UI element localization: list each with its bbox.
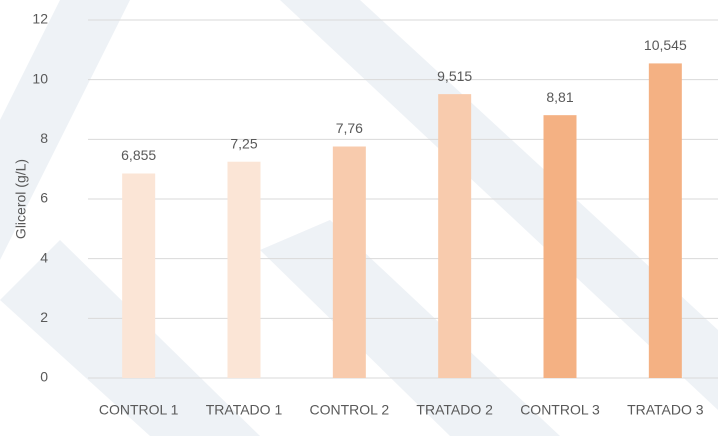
x-tick-label: CONTROL 2 xyxy=(310,402,390,418)
bar xyxy=(122,173,156,378)
y-axis-label: Glicerol (g/L) xyxy=(13,159,29,239)
x-tick-label: CONTROL 1 xyxy=(99,402,179,418)
value-label: 9,515 xyxy=(437,68,472,84)
y-tick-label: 4 xyxy=(40,249,48,265)
y-tick-label: 8 xyxy=(40,130,48,146)
value-label: 8,81 xyxy=(546,89,573,105)
y-tick-label: 6 xyxy=(40,190,48,206)
value-label: 6,855 xyxy=(121,147,156,163)
y-tick-label: 12 xyxy=(32,11,48,27)
bar xyxy=(332,146,366,378)
y-tick-label: 10 xyxy=(32,70,48,86)
bar xyxy=(648,63,682,378)
x-tick-label: CONTROL 3 xyxy=(520,402,600,418)
x-tick-label: TRATADO 1 xyxy=(206,402,283,418)
value-label: 7,25 xyxy=(230,135,257,151)
bar xyxy=(438,94,472,378)
y-tick-label: 2 xyxy=(40,309,48,325)
value-label: 10,545 xyxy=(644,37,687,53)
x-tick-label: TRATADO 2 xyxy=(416,402,493,418)
x-tick-label: TRATADO 3 xyxy=(627,402,704,418)
bar xyxy=(227,161,261,378)
y-tick-label: 0 xyxy=(40,369,48,385)
bar xyxy=(543,115,577,378)
value-label: 7,76 xyxy=(336,120,363,136)
